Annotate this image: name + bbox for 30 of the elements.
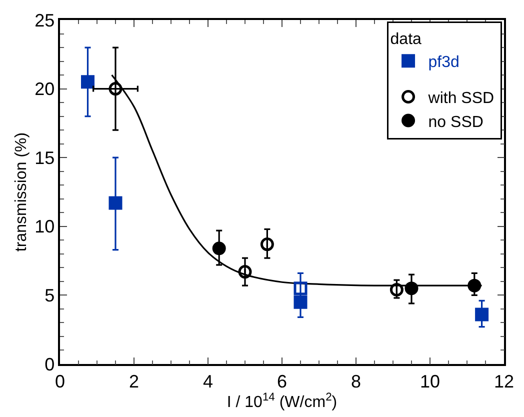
y-tick-label: 5 [44, 286, 55, 306]
x-tick-label: 8 [350, 371, 362, 392]
point [404, 282, 418, 296]
y-tick-label: 15 [34, 148, 55, 168]
y-tick-label: 10 [34, 216, 55, 237]
x-tick-label: 10 [420, 371, 440, 392]
point [294, 295, 308, 309]
point [390, 282, 404, 296]
x-tick-label: 2 [128, 371, 140, 392]
point [294, 282, 308, 296]
point [260, 238, 274, 252]
y-tick-label: 20 [34, 79, 55, 100]
legend-label: no SSD [428, 114, 484, 131]
point [108, 82, 122, 96]
x-tick-label: 12 [494, 371, 514, 392]
y-tick-label: 0 [44, 354, 55, 374]
x-tick-label: 6 [276, 371, 288, 392]
legend-label: with SSD [427, 90, 494, 107]
point [468, 278, 482, 292]
x-tick-label: 4 [202, 371, 214, 392]
point [475, 308, 489, 322]
x-axis-title: I / 10$^{14}$ (W/cm$^{2}$) [226, 391, 338, 412]
point [108, 196, 122, 210]
point [81, 75, 94, 89]
y-axis-title: transmission (%) [13, 132, 30, 252]
point [212, 242, 226, 256]
legend-title: data [390, 31, 422, 48]
y-tick-label: 25 [34, 10, 55, 30]
legend-label: pf3d [428, 54, 460, 72]
point [238, 265, 252, 279]
